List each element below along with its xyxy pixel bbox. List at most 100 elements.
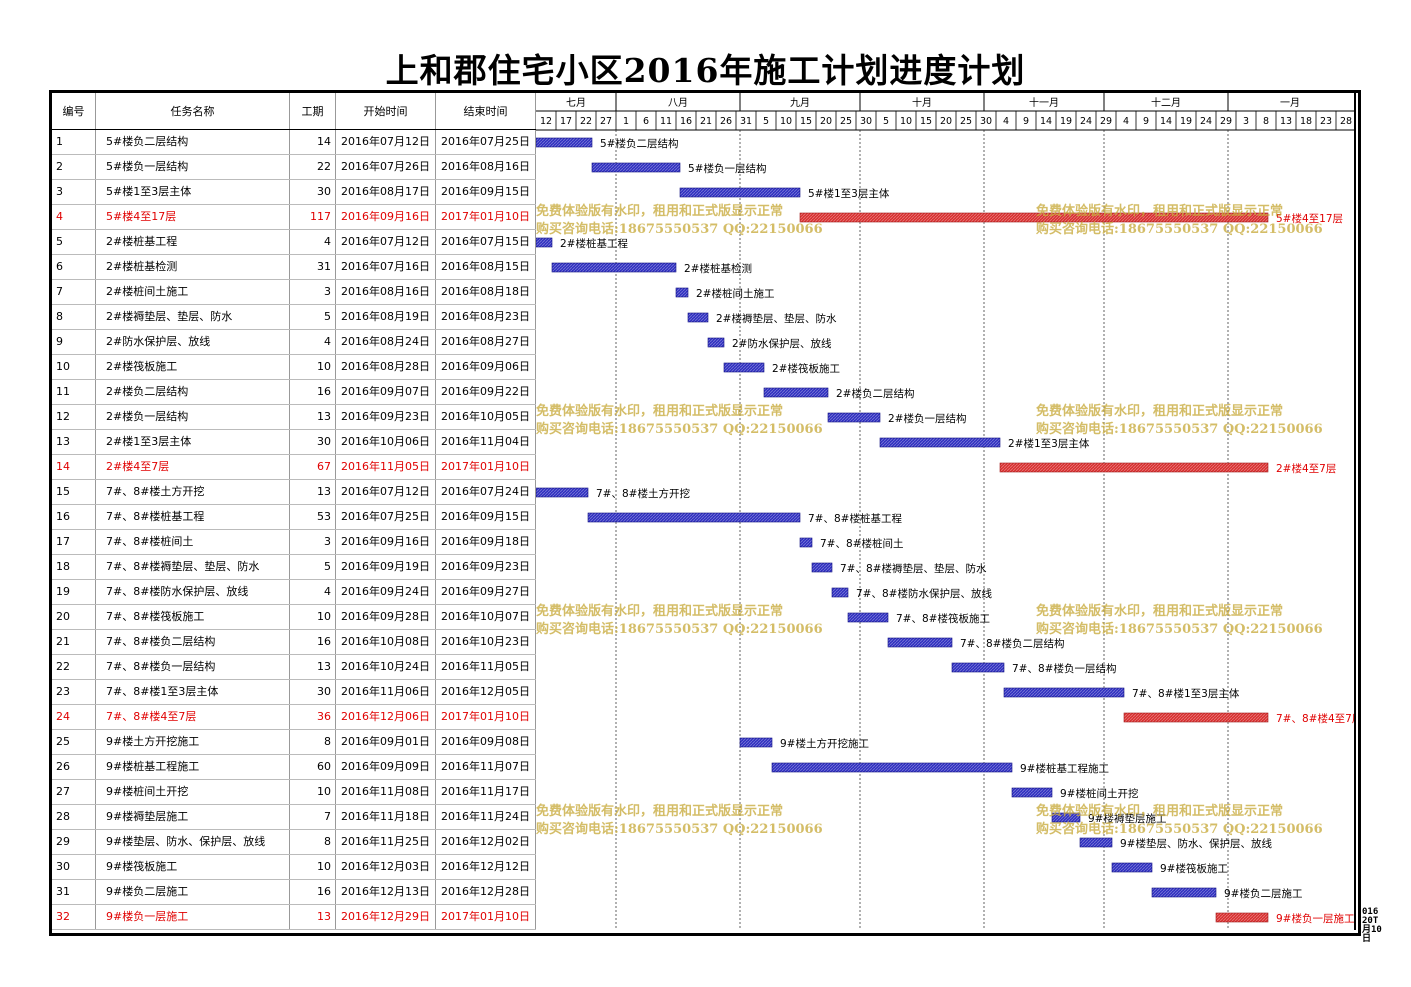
table-row[interactable]: 8 2#楼褥垫层、垫层、防水 5 2016年08月19日 2016年08月23日 bbox=[52, 305, 536, 330]
day-tick-label: 1 bbox=[623, 116, 629, 127]
task-bar bbox=[887, 637, 953, 648]
task-bar bbox=[675, 287, 689, 298]
header-end[interactable]: 结束时间 bbox=[436, 93, 536, 129]
task-id: 13 bbox=[52, 430, 96, 454]
table-row[interactable]: 5 2#楼桩基工程 4 2016年07月12日 2016年07月15日 bbox=[52, 230, 536, 255]
table-row[interactable]: 2 5#楼负一层结构 22 2016年07月26日 2016年08月16日 bbox=[52, 155, 536, 180]
task-start: 2016年11月06日 bbox=[336, 680, 436, 704]
day-tick-label: 9 bbox=[1143, 116, 1149, 127]
table-row[interactable]: 26 9#楼桩基工程施工 60 2016年09月09日 2016年11月07日 bbox=[52, 755, 536, 780]
task-duration: 5 bbox=[290, 555, 336, 579]
table-row[interactable]: 11 2#楼负二层结构 16 2016年09月07日 2016年09月22日 bbox=[52, 380, 536, 405]
task-duration: 117 bbox=[290, 205, 336, 229]
table-row[interactable]: 19 7#、8#楼防水保护层、放线 4 2016年09月24日 2016年09月27日 bbox=[52, 580, 536, 605]
table-row[interactable]: 14 2#楼4至7层 67 2016年11月05日 2017年01月10日 bbox=[52, 455, 536, 480]
table-row[interactable]: 3 5#楼1至3层主体 30 2016年08月17日 2016年09月15日 bbox=[52, 180, 536, 205]
task-bar-label: 7#、8#楼防水保护层、放线 bbox=[856, 587, 992, 600]
header-id[interactable]: 编号 bbox=[52, 93, 96, 129]
table-row[interactable]: 16 7#、8#楼桩基工程 53 2016年07月25日 2016年09月15日 bbox=[52, 505, 536, 530]
task-bar bbox=[811, 562, 833, 573]
task-end: 2016年09月15日 bbox=[436, 180, 536, 204]
task-end: 2017年01月10日 bbox=[436, 205, 536, 229]
task-bar-label: 2#防水保护层、放线 bbox=[732, 337, 832, 350]
day-tick-label: 26 bbox=[720, 116, 732, 127]
task-bar bbox=[536, 237, 553, 248]
task-duration: 13 bbox=[290, 655, 336, 679]
task-duration: 8 bbox=[290, 830, 336, 854]
table-row[interactable]: 30 9#楼筏板施工 10 2016年12月03日 2016年12月12日 bbox=[52, 855, 536, 880]
task-end: 2016年10月07日 bbox=[436, 605, 536, 629]
task-id: 28 bbox=[52, 805, 96, 829]
task-bar bbox=[831, 587, 849, 598]
task-name: 2#楼负一层结构 bbox=[96, 405, 290, 429]
task-name: 5#楼负一层结构 bbox=[96, 155, 290, 179]
corner-fragment-line: 016 bbox=[1362, 907, 1379, 917]
day-tick-label: 28 bbox=[1340, 116, 1352, 127]
task-duration: 13 bbox=[290, 905, 336, 929]
table-row[interactable]: 18 7#、8#楼褥垫层、垫层、防水 5 2016年09月19日 2016年09月23日 bbox=[52, 555, 536, 580]
task-bar-label: 2#楼筏板施工 bbox=[772, 362, 840, 375]
table-row[interactable]: 4 5#楼4至17层 117 2016年09月16日 2017年01月10日 bbox=[52, 205, 536, 230]
table-row[interactable]: 32 9#楼负一层施工 13 2016年12月29日 2017年01月10日 bbox=[52, 905, 536, 930]
header-name[interactable]: 任务名称 bbox=[96, 93, 290, 129]
day-tick-label: 23 bbox=[1320, 116, 1332, 127]
task-id: 8 bbox=[52, 305, 96, 329]
table-row[interactable]: 22 7#、8#楼负一层结构 13 2016年10月24日 2016年11月05日 bbox=[52, 655, 536, 680]
task-id: 23 bbox=[52, 680, 96, 704]
table-row[interactable]: 29 9#楼垫层、防水、保护层、放线 8 2016年11月25日 2016年12月02日 bbox=[52, 830, 536, 855]
task-duration: 10 bbox=[290, 355, 336, 379]
table-row[interactable]: 25 9#楼土方开挖施工 8 2016年09月01日 2016年09月08日 bbox=[52, 730, 536, 755]
header-duration[interactable]: 工期 bbox=[290, 93, 336, 129]
task-bar bbox=[763, 387, 829, 398]
day-tick-label: 11 bbox=[660, 116, 672, 127]
table-row[interactable]: 9 2#防水保护层、放线 4 2016年08月24日 2016年08月27日 bbox=[52, 330, 536, 355]
day-tick-label: 22 bbox=[580, 116, 592, 127]
task-end: 2016年07月24日 bbox=[436, 480, 536, 504]
table-row[interactable]: 17 7#、8#楼桩间土 3 2016年09月16日 2016年09月18日 bbox=[52, 530, 536, 555]
task-bar-label: 7#、8#楼1至3层主体 bbox=[1132, 687, 1240, 700]
task-bar-label: 5#楼4至17层 bbox=[1276, 212, 1343, 225]
task-duration: 7 bbox=[290, 805, 336, 829]
table-row[interactable]: 10 2#楼筏板施工 10 2016年08月28日 2016年09月06日 bbox=[52, 355, 536, 380]
day-tick-label: 17 bbox=[560, 116, 572, 127]
table-row[interactable]: 21 7#、8#楼负二层结构 16 2016年10月08日 2016年10月23日 bbox=[52, 630, 536, 655]
task-id: 15 bbox=[52, 480, 96, 504]
table-row[interactable]: 7 2#楼桩间土施工 3 2016年08月16日 2016年08月18日 bbox=[52, 280, 536, 305]
task-start: 2016年08月24日 bbox=[336, 330, 436, 354]
task-end: 2016年08月15日 bbox=[436, 255, 536, 279]
task-name: 7#、8#楼桩基工程 bbox=[96, 505, 290, 529]
table-row[interactable]: 20 7#、8#楼筏板施工 10 2016年09月28日 2016年10月07日 bbox=[52, 605, 536, 630]
table-row[interactable]: 24 7#、8#楼4至7层 36 2016年12月06日 2017年01月10日 bbox=[52, 705, 536, 730]
table-row[interactable]: 12 2#楼负一层结构 13 2016年09月23日 2016年10月05日 bbox=[52, 405, 536, 430]
task-id: 22 bbox=[52, 655, 96, 679]
task-end: 2016年10月23日 bbox=[436, 630, 536, 654]
task-name: 5#楼4至17层 bbox=[96, 205, 290, 229]
table-row[interactable]: 27 9#楼桩间土开挖 10 2016年11月08日 2016年11月17日 bbox=[52, 780, 536, 805]
chart-frame bbox=[49, 90, 1361, 936]
header-start[interactable]: 开始时间 bbox=[336, 93, 436, 129]
task-id: 11 bbox=[52, 380, 96, 404]
table-row[interactable]: 6 2#楼桩基检测 31 2016年07月16日 2016年08月15日 bbox=[52, 255, 536, 280]
table-row[interactable]: 28 9#楼褥垫层施工 7 2016年11月18日 2016年11月24日 bbox=[52, 805, 536, 830]
table-row[interactable]: 15 7#、8#楼土方开挖 13 2016年07月12日 2016年07月24日 bbox=[52, 480, 536, 505]
task-bar-label: 7#、8#楼负一层结构 bbox=[1012, 662, 1116, 675]
task-duration: 4 bbox=[290, 330, 336, 354]
task-end: 2016年08月16日 bbox=[436, 155, 536, 179]
task-duration: 13 bbox=[290, 405, 336, 429]
task-bar bbox=[687, 312, 709, 323]
task-start: 2016年12月03日 bbox=[336, 855, 436, 879]
day-tick-label: 27 bbox=[600, 116, 612, 127]
task-name: 2#楼桩基工程 bbox=[96, 230, 290, 254]
table-row[interactable]: 1 5#楼负二层结构 14 2016年07月12日 2016年07月25日 bbox=[52, 130, 536, 155]
task-start: 2016年12月06日 bbox=[336, 705, 436, 729]
task-name: 7#、8#楼负二层结构 bbox=[96, 630, 290, 654]
task-id: 3 bbox=[52, 180, 96, 204]
task-start: 2016年09月16日 bbox=[336, 530, 436, 554]
table-row[interactable]: 13 2#楼1至3层主体 30 2016年10月06日 2016年11月04日 bbox=[52, 430, 536, 455]
task-bar-label: 9#楼垫层、防水、保护层、放线 bbox=[1120, 837, 1272, 850]
table-row[interactable]: 23 7#、8#楼1至3层主体 30 2016年11月06日 2016年12月05日 bbox=[52, 680, 536, 705]
table-row[interactable]: 31 9#楼负二层施工 16 2016年12月13日 2016年12月28日 bbox=[52, 880, 536, 905]
task-bar bbox=[799, 212, 1269, 223]
corner-fragment: 016 20T 月10 日 bbox=[1362, 908, 1386, 944]
task-id: 26 bbox=[52, 755, 96, 779]
